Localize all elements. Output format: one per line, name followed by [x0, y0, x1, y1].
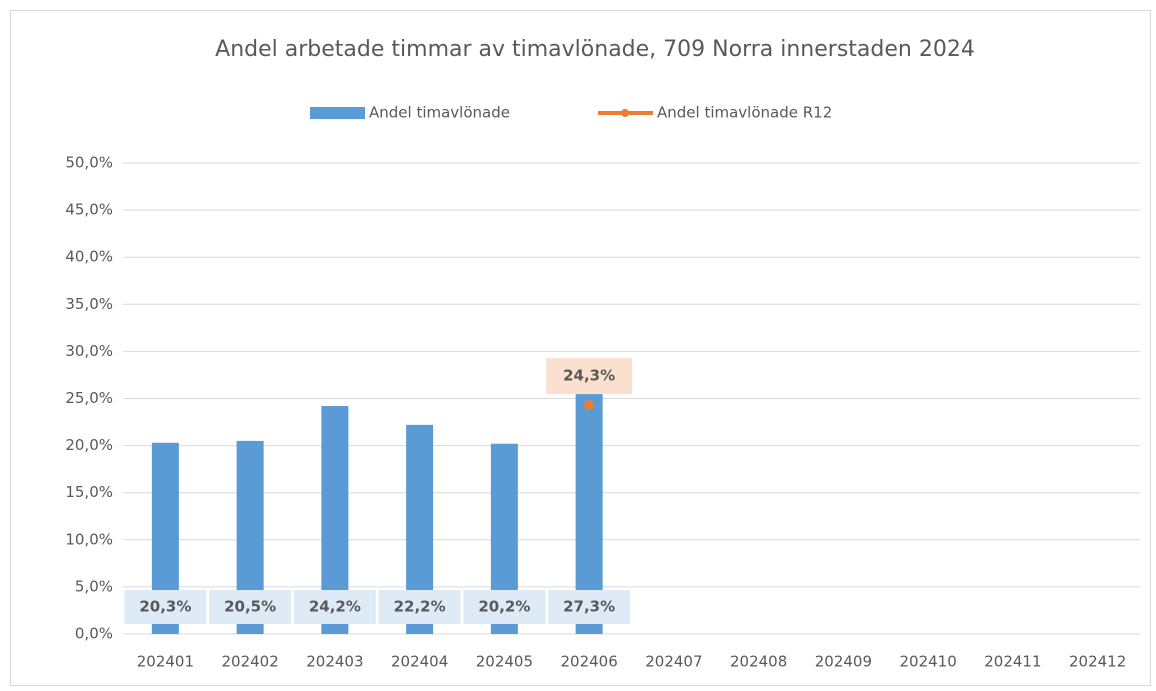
- x-tick-label: 202407: [645, 653, 702, 671]
- legend-marker: [621, 109, 629, 117]
- data-label: 24,2%: [309, 598, 361, 616]
- data-label: 20,3%: [139, 598, 191, 616]
- x-tick-label: 202408: [730, 653, 787, 671]
- data-label: 27,3%: [563, 598, 615, 616]
- x-tick-label: 202410: [899, 653, 956, 671]
- legend-label: Andel timavlönade: [369, 104, 510, 122]
- x-tick-label: 202411: [984, 653, 1041, 671]
- y-tick-label: 0,0%: [75, 625, 113, 643]
- data-label-box: [209, 590, 292, 624]
- x-tick-label: 202401: [137, 653, 194, 671]
- data-label: 22,2%: [394, 598, 446, 616]
- data-label-box: [378, 590, 461, 624]
- data-label-box: [546, 358, 633, 395]
- y-tick-label: 25,0%: [65, 389, 113, 407]
- data-label-box: [463, 590, 546, 624]
- x-tick-label: 202409: [815, 653, 872, 671]
- y-tick-label: 10,0%: [65, 530, 113, 548]
- y-tick-label: 20,0%: [65, 436, 113, 454]
- data-label: 20,5%: [224, 598, 276, 616]
- legend-label: Andel timavlönade R12: [657, 104, 832, 122]
- x-tick-label: 202412: [1069, 653, 1126, 671]
- data-label-box: [548, 590, 631, 624]
- data-label-box: [124, 590, 207, 624]
- data-label-box: [293, 590, 376, 624]
- y-tick-label: 40,0%: [65, 248, 113, 266]
- y-tick-label: 45,0%: [65, 201, 113, 219]
- legend-swatch: [310, 107, 365, 119]
- x-tick-label: 202403: [306, 653, 363, 671]
- y-tick-label: 50,0%: [65, 154, 113, 172]
- y-tick-label: 5,0%: [75, 577, 113, 595]
- x-tick-label: 202406: [560, 653, 617, 671]
- y-tick-label: 30,0%: [65, 342, 113, 360]
- line-marker: [584, 400, 595, 411]
- data-label: 24,3%: [563, 367, 615, 385]
- chart-title: Andel arbetade timmar av timavlönade, 70…: [215, 37, 975, 62]
- x-tick-label: 202402: [221, 653, 278, 671]
- y-tick-label: 35,0%: [65, 295, 113, 313]
- data-label: 20,2%: [478, 598, 530, 616]
- x-tick-label: 202405: [476, 653, 533, 671]
- x-tick-label: 202404: [391, 653, 448, 671]
- y-tick-label: 15,0%: [65, 483, 113, 501]
